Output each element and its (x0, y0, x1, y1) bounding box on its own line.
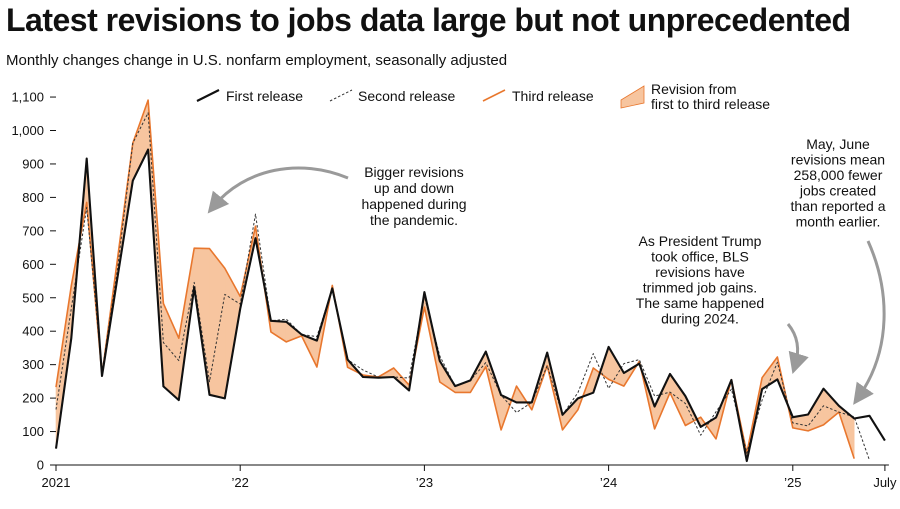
annotation-arrow (786, 323, 809, 375)
revision-band-segment (669, 373, 686, 426)
chart-subtitle: Monthly changes change in U.S. nonfarm e… (6, 52, 508, 69)
x-tick-label: ’24 (600, 475, 617, 490)
annotation-text: Bigger revisions up and down happened duri… (361, 164, 466, 228)
annotation-line: trimmed job gains. (643, 280, 757, 296)
y-tick-label: 600 (22, 257, 44, 272)
y-tick-label: 500 (22, 290, 44, 305)
revision-band-segment (132, 99, 149, 181)
x-tick-label: July (873, 475, 897, 490)
y-tick-label: 800 (22, 190, 44, 205)
annotation-text: May, June revisions mean 258,000 fewer jobs… (791, 136, 886, 230)
annotation-line: than reported a (791, 198, 886, 214)
x-tick-label: 2021 (42, 475, 71, 490)
annotation-text: As President Trump took office, BLS revisi… (636, 233, 764, 327)
annotation-line: month earlier. (796, 214, 881, 230)
annotation-arrow (207, 166, 349, 214)
annotation-line: The same happened (636, 295, 764, 311)
annotation-line: jobs created (799, 183, 876, 199)
annotation-line: revisions mean (791, 152, 885, 168)
x-tick-label: ’23 (416, 475, 433, 490)
chart-title: Latest revisions to jobs data large but … (6, 2, 851, 38)
y-tick-label: 900 (22, 156, 44, 171)
legend-label-band: first to third release (651, 96, 770, 112)
x-tick-label: ’22 (232, 475, 249, 490)
legend-label-band: Revision from (651, 81, 737, 97)
third-release-line (55, 99, 855, 459)
annotation-arrow (853, 240, 886, 405)
annotation-line: 258,000 fewer (794, 167, 883, 183)
y-tick-label: 400 (22, 324, 44, 339)
axis-layer: 0 100 200 300 400 500 600 700 800 900 1,000 1,100 20… (11, 90, 897, 490)
legend-label-second: Second release (358, 88, 456, 104)
legend-label-third: Third release (512, 88, 594, 104)
y-tick-label: 200 (22, 391, 44, 406)
revision-band-segment (270, 320, 287, 343)
annotation-line: during 2024. (661, 311, 739, 327)
annotation-line: revisions have (655, 264, 745, 280)
y-tick-label: 0 (37, 458, 44, 473)
legend-first-swatch (196, 89, 220, 102)
series-line-layer (54, 99, 886, 463)
annotation-layer: Bigger revisions up and down happened duri… (207, 136, 886, 405)
annotation-line: took office, BLS (651, 249, 749, 265)
annotation-line: up and down (374, 180, 454, 196)
annotation-line: happened during (361, 196, 466, 212)
revision-band-segment (163, 303, 180, 401)
y-tick-label: 300 (22, 357, 44, 372)
y-tick-label: 1,100 (11, 90, 44, 105)
first-release-line (54, 148, 886, 463)
annotation-line: the pandemic. (370, 212, 458, 228)
legend: First release Second release Third release… (196, 81, 770, 112)
legend-second-swatch (329, 89, 353, 102)
y-tick-label: 1,000 (11, 123, 44, 138)
y-tick-label: 100 (22, 424, 44, 439)
legend-label-first: First release (226, 88, 303, 104)
x-tick-label: ’25 (784, 475, 801, 490)
legend-third-swatch (482, 89, 506, 102)
y-tick-label: 700 (22, 223, 44, 238)
annotation-line: May, June (806, 136, 870, 152)
annotation-line: As President Trump (639, 233, 762, 249)
annotation-line: Bigger revisions (364, 164, 464, 180)
revision-band-segment (209, 247, 226, 399)
legend-band-swatch (620, 85, 645, 109)
